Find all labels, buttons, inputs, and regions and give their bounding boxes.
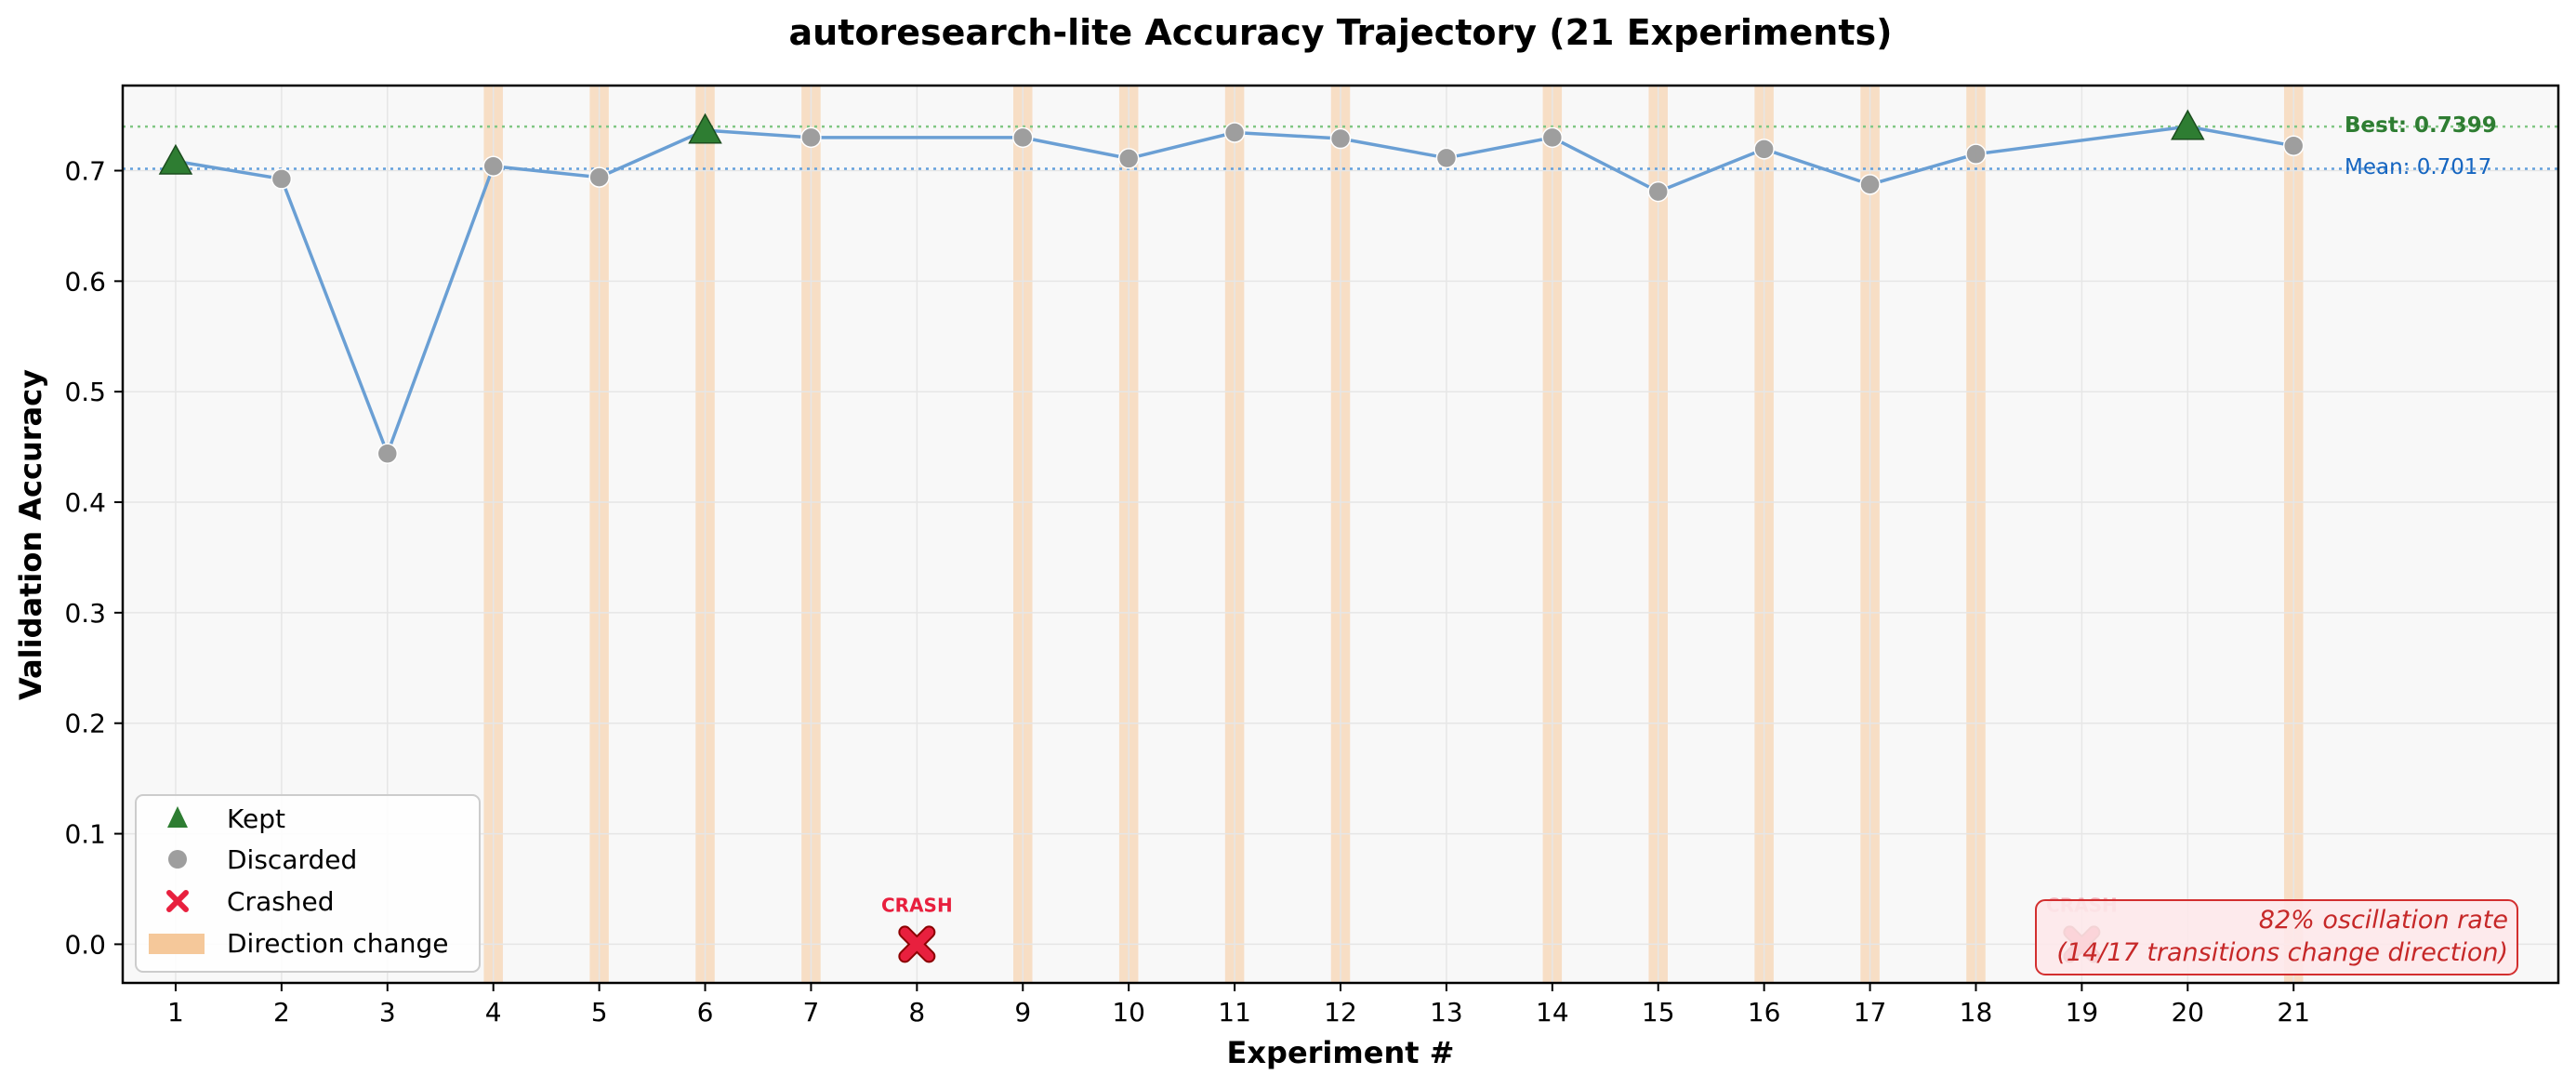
discarded-point [1117, 148, 1140, 169]
x-tick-label: 11 [1218, 997, 1251, 1028]
x-tick-label: 6 [697, 997, 714, 1028]
discarded-point [1435, 147, 1458, 169]
kept-point [158, 143, 193, 175]
legend-direction-change-patch [149, 934, 205, 954]
y-axis: 0.0 0.1 0.2 0.3 0.4 0.5 0.6 0.7 [64, 156, 123, 960]
x-tick-label: 1 [167, 997, 184, 1028]
legend-crashed-label: Crashed [227, 886, 335, 917]
legend-kept-label: Kept [227, 803, 285, 834]
x-tick-label: 7 [803, 997, 820, 1028]
x-tick-label: 18 [1960, 997, 1993, 1028]
x-tick-label: 9 [1014, 997, 1031, 1028]
x-tick-label: 8 [908, 997, 925, 1028]
x-tick-label: 2 [273, 997, 290, 1028]
discarded-point [1965, 143, 1987, 165]
chart-title: autoresearch-lite Accuracy Trajectory (2… [789, 12, 1893, 53]
x-tick-label: 3 [379, 997, 396, 1028]
discarded-point [1859, 174, 1881, 195]
x-tick-label: 13 [1430, 997, 1463, 1028]
discarded-point [1223, 122, 1246, 143]
annotation-box [2035, 899, 2518, 975]
discarded-point [271, 168, 293, 190]
x-tick-label: 16 [1748, 997, 1781, 1028]
legend-discarded-marker [168, 850, 187, 869]
y-tick-label: 0.2 [64, 709, 106, 739]
x-tick-label: 17 [1854, 997, 1887, 1028]
x-tick-label: 21 [2277, 997, 2310, 1028]
legend-direction-change-label: Direction change [227, 928, 448, 959]
x-tick-label: 19 [2066, 997, 2099, 1028]
x-tick-label: 15 [1642, 997, 1675, 1028]
x-tick-label: 14 [1536, 997, 1569, 1028]
x-tick-label: 12 [1324, 997, 1357, 1028]
discarded-point [1012, 126, 1034, 149]
kept-point [2171, 109, 2205, 140]
discarded-point [800, 126, 822, 149]
data-markers [158, 109, 2305, 464]
crash-marker [900, 927, 934, 962]
x-tick-label: 4 [485, 997, 502, 1028]
legend-kept-marker [167, 806, 188, 828]
best-label: Best: 0.7399 [2345, 113, 2497, 138]
kept-point [688, 113, 722, 144]
y-tick-label: 0.3 [64, 598, 106, 629]
x-axis: 1 2 3 4 5 6 7 8 9 10 11 12 13 14 15 16 17 18 19 20 21 [167, 983, 2310, 1028]
x-axis-label: Experiment # [1227, 1035, 1455, 1070]
discarded-point [376, 443, 399, 464]
y-tick-label: 0.7 [64, 156, 106, 187]
discarded-point [1329, 127, 1352, 150]
x-tick-label: 5 [591, 997, 608, 1028]
annotation-line-1: 82% oscillation rate [2259, 906, 2508, 935]
discarded-point [1541, 126, 1564, 149]
annotation-line-2: (14/17 transitions change direction) [2056, 938, 2508, 967]
mean-label: Mean: 0.7017 [2345, 155, 2491, 179]
y-tick-label: 0.0 [64, 929, 106, 960]
discarded-point [1753, 139, 1775, 160]
y-axis-label: Validation Accuracy [13, 369, 48, 700]
x-tick-label: 20 [2171, 997, 2204, 1028]
discarded-point [588, 166, 610, 188]
crash-point [898, 925, 936, 963]
y-tick-label: 0.5 [64, 377, 106, 407]
y-tick-label: 0.4 [64, 487, 106, 518]
discarded-point [2282, 135, 2305, 157]
legend: Kept Discarded Crashed Direction change [135, 794, 481, 973]
oscillation-annotation: 82% oscillation rate (14/17 transitions … [2035, 899, 2518, 975]
discarded-point [482, 155, 504, 178]
y-tick-label: 0.1 [64, 819, 106, 850]
y-tick-label: 0.6 [64, 266, 106, 297]
crash-label: CRASH [881, 894, 953, 916]
legend-box [135, 794, 481, 973]
discarded-point [1647, 180, 1669, 203]
x-tick-label: 10 [1112, 997, 1145, 1028]
legend-discarded-label: Discarded [227, 844, 357, 875]
legend-crashed-marker [166, 890, 189, 912]
